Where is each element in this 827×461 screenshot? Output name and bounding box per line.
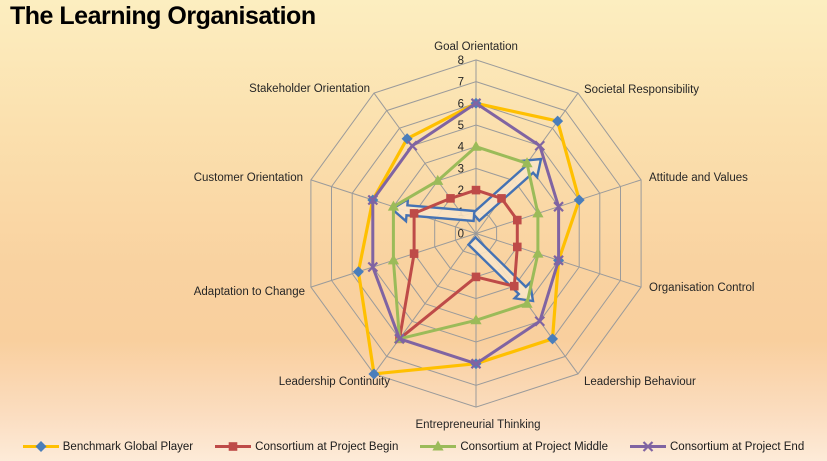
- series-marker-4: [553, 201, 564, 212]
- series-marker-3: [521, 297, 533, 308]
- series-marker-2: [497, 194, 506, 203]
- axis-label: Leadership Continuity: [279, 376, 390, 388]
- legend-label: Consortium at Project Begin: [255, 440, 399, 453]
- series-marker-2: [512, 215, 522, 225]
- series-marker-2: [446, 194, 455, 203]
- series-marker-3: [521, 157, 533, 168]
- axis-label: Attitude and Values: [649, 172, 748, 184]
- series-marker-4: [470, 358, 482, 369]
- tick-label: 4: [458, 142, 465, 154]
- series-marker-3: [532, 207, 544, 218]
- legend-marker-square: [228, 442, 238, 451]
- axis-label: Organisation Control: [649, 282, 754, 294]
- series-marker-4: [406, 140, 418, 151]
- annotation-arrow: [466, 235, 535, 303]
- axis-label: Leadership Behaviour: [584, 376, 696, 388]
- series-marker-4: [394, 333, 405, 345]
- axis-label: Customer Orientation: [194, 172, 303, 184]
- series-marker-3: [470, 314, 482, 325]
- legend-label: Consortium at Project Middle: [460, 440, 608, 453]
- series-marker-4: [534, 316, 546, 327]
- series-marker-1: [401, 133, 413, 145]
- legend-item-1: Benchmark Global Player: [22, 439, 194, 454]
- axis-label: Stakeholder Orientation: [249, 83, 370, 95]
- legend-marker-diamond: [35, 441, 47, 452]
- series-marker-1: [352, 266, 364, 278]
- series-line-1: [356, 101, 581, 376]
- legend-swatch: [630, 441, 666, 452]
- series-marker-2: [409, 249, 419, 258]
- axis-label: Adaptation to Change: [194, 286, 305, 298]
- legend-marker-triangle: [432, 440, 444, 451]
- series-marker-3: [470, 140, 482, 151]
- series-marker-2: [509, 281, 519, 291]
- series-marker-3: [387, 200, 400, 211]
- series-marker-4: [553, 255, 564, 266]
- series-marker-2: [409, 209, 419, 218]
- series-marker-3: [387, 254, 400, 265]
- series-marker-1: [547, 333, 559, 345]
- legend-item-3: Consortium at Project Middle: [420, 439, 608, 454]
- series-marker-2: [471, 272, 481, 282]
- series-marker-4: [367, 194, 379, 206]
- tick-label: 8: [458, 55, 464, 67]
- tick-label: 0: [458, 229, 464, 241]
- tick-label: 3: [458, 163, 464, 175]
- series-marker-1: [573, 194, 585, 206]
- series-marker-1: [368, 368, 380, 380]
- series-marker-4: [470, 98, 482, 109]
- tick-label: 2: [458, 185, 464, 197]
- axis-label: Goal Orientation: [434, 41, 518, 53]
- tick-label: 5: [458, 120, 464, 132]
- legend-label: Consortium at Project End: [670, 440, 805, 453]
- series-marker-3: [432, 174, 444, 185]
- series-marker-4: [534, 140, 546, 151]
- series-marker-2: [512, 242, 522, 252]
- axis-label: Societal Responsibility: [584, 84, 699, 96]
- page-title: The Learning Organisation: [10, 2, 316, 30]
- legend-swatch: [420, 440, 457, 451]
- annotation-arrow: [471, 157, 543, 223]
- chart-legend: Benchmark Global Player Consortium at Pro…: [0, 439, 827, 454]
- legend-marker-x: [642, 441, 654, 452]
- axis-label: Entrepreneurial Thinking: [415, 419, 540, 431]
- series-marker-4: [367, 261, 379, 273]
- series-marker-2: [471, 185, 481, 195]
- legend-swatch: [215, 442, 252, 451]
- tick-label: 7: [458, 77, 464, 89]
- legend-label: Benchmark Global Player: [62, 440, 194, 453]
- series-marker-3: [532, 247, 544, 258]
- legend-item-2: Consortium at Project Begin: [215, 439, 398, 454]
- legend-item-4: Consortium at Project End: [630, 439, 804, 454]
- annotation-arrow: [389, 197, 476, 224]
- tick-label: 6: [458, 98, 464, 110]
- radar-grid-spoke: [373, 233, 477, 375]
- series-marker-1: [552, 115, 564, 127]
- legend-swatch: [22, 441, 59, 452]
